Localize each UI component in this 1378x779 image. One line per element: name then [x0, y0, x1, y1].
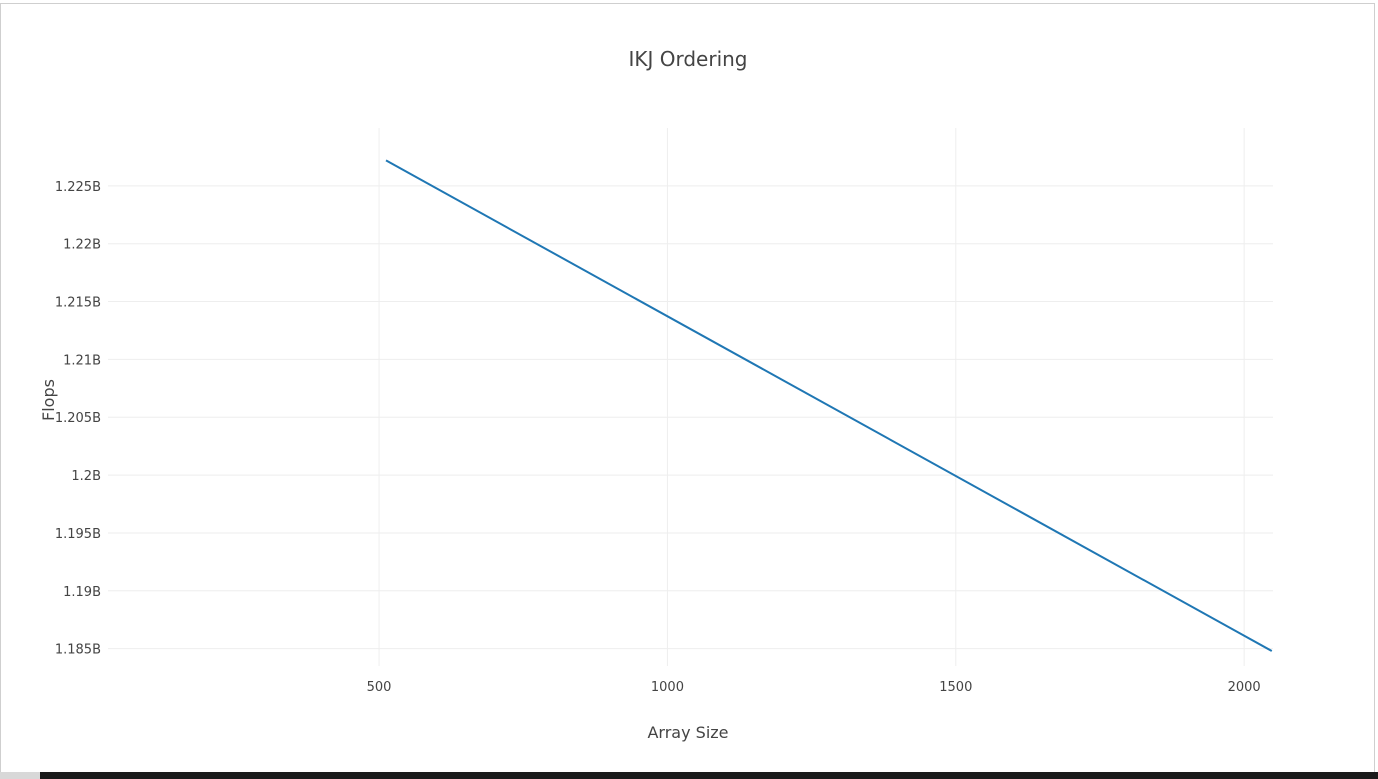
x-tick-label: 500: [367, 680, 392, 695]
y-gridlines: [108, 185, 1273, 650]
y-tick-label: 1.2B: [71, 469, 101, 484]
x-tick-label: 1500: [939, 680, 972, 695]
y-tick-label: 1.225B: [55, 180, 101, 195]
x-gridlines: [378, 128, 1245, 666]
x-tick-label: 1000: [651, 680, 684, 695]
x-tick-labels: 500 1000 1500 2000: [367, 680, 1261, 695]
series-layer: [385, 159, 1273, 652]
taskbar-left-segment: [0, 772, 40, 779]
x-axis-title: Array Size: [647, 723, 728, 742]
y-tick-label: 1.195B: [55, 527, 101, 542]
y-tick-labels: 1.185B 1.19B 1.195B 1.2B 1.205B 1.21B 1.215B 1.…: [55, 180, 101, 658]
y-tick-label: 1.205B: [55, 411, 101, 426]
series-line: [385, 159, 1273, 652]
chart-title: IKJ Ordering: [628, 47, 747, 71]
x-tick-label: 2000: [1228, 680, 1261, 695]
y-tick-label: 1.22B: [63, 238, 101, 253]
taskbar-strip: [0, 772, 1378, 779]
chart-frame: [0, 3, 1375, 773]
y-tick-label: 1.185B: [55, 643, 101, 658]
y-tick-label: 1.21B: [63, 353, 101, 368]
y-tick-label: 1.19B: [63, 585, 101, 600]
y-tick-label: 1.215B: [55, 296, 101, 311]
y-axis-title: Flops: [39, 379, 58, 421]
